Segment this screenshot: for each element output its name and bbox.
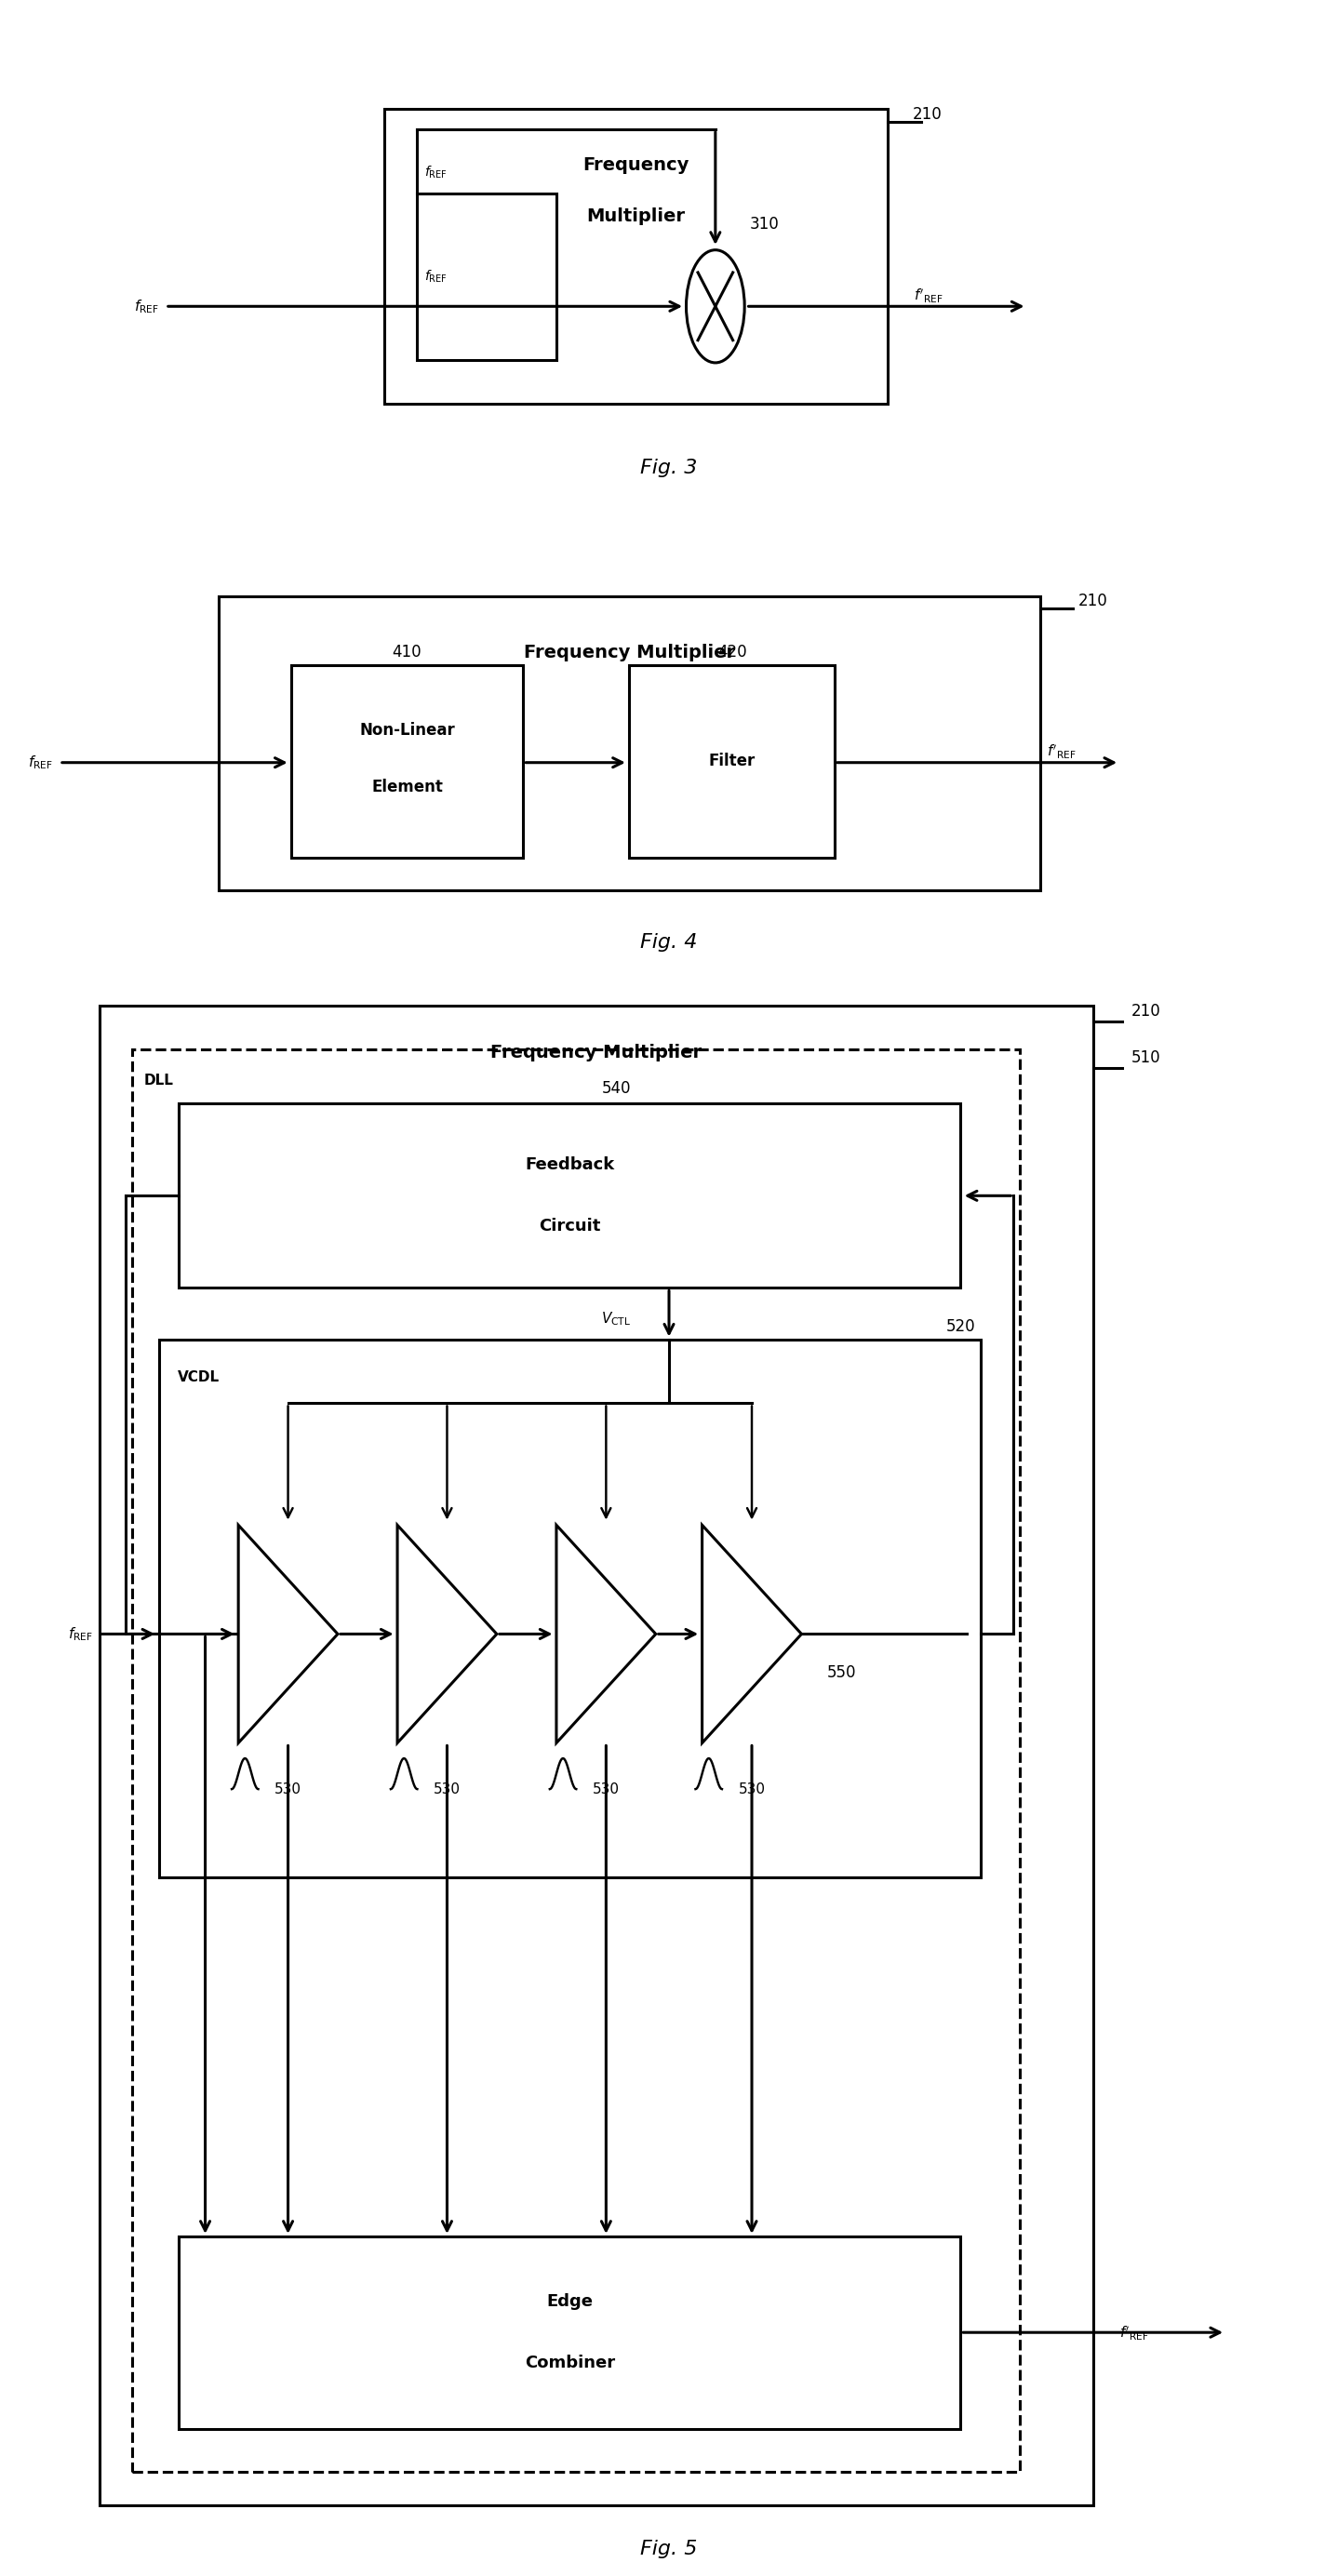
Text: VCDL: VCDL: [178, 1370, 219, 1386]
Text: $V_{\mathrm{CTL}}$: $V_{\mathrm{CTL}}$: [601, 1311, 632, 1327]
Bar: [384, 108, 887, 404]
Text: Filter: Filter: [709, 752, 756, 770]
Text: 310: 310: [749, 216, 779, 232]
Text: Feedback: Feedback: [524, 1157, 614, 1172]
Text: $f_{\mathrm{REF}}$: $f_{\mathrm{REF}}$: [134, 299, 159, 314]
Text: $f'_{\mathrm{REF}}$: $f'_{\mathrm{REF}}$: [914, 286, 943, 304]
Text: 530: 530: [434, 1783, 460, 1795]
Text: Fig. 3: Fig. 3: [641, 459, 697, 477]
Bar: [159, 1340, 981, 1878]
Text: 210: 210: [1131, 1002, 1161, 1020]
Text: 530: 530: [739, 1783, 765, 1795]
Bar: [179, 2236, 961, 2429]
Text: Multiplier: Multiplier: [586, 209, 685, 227]
Bar: [132, 1048, 1020, 2473]
Text: Element: Element: [372, 778, 443, 796]
Text: 520: 520: [946, 1319, 975, 1334]
Text: 420: 420: [719, 644, 748, 659]
Text: Frequency: Frequency: [582, 157, 689, 175]
Text: $f'_{\mathrm{REF}}$: $f'_{\mathrm{REF}}$: [1046, 744, 1076, 762]
Text: Circuit: Circuit: [539, 1218, 601, 1234]
Text: Combiner: Combiner: [524, 2354, 614, 2372]
Bar: [218, 595, 1040, 891]
Text: 530: 530: [593, 1783, 619, 1795]
Text: $f'_{\mathrm{REF}}$: $f'_{\mathrm{REF}}$: [1120, 2324, 1149, 2342]
Text: $f_{\mathrm{REF}}$: $f_{\mathrm{REF}}$: [28, 755, 52, 770]
Bar: [99, 1007, 1093, 2506]
Text: 540: 540: [601, 1079, 630, 1097]
Text: Edge: Edge: [546, 2293, 593, 2311]
Text: 510: 510: [1132, 1048, 1161, 1066]
Text: 210: 210: [1078, 592, 1108, 611]
Text: Fig. 5: Fig. 5: [641, 2540, 697, 2558]
Text: Non-Linear: Non-Linear: [360, 721, 455, 739]
Bar: [417, 193, 557, 361]
Circle shape: [686, 250, 744, 363]
Text: Fig. 4: Fig. 4: [641, 933, 697, 951]
Bar: [179, 1103, 961, 1288]
Text: 210: 210: [913, 106, 942, 124]
Text: Frequency Multiplier: Frequency Multiplier: [523, 644, 735, 662]
Text: $f_{\mathrm{REF}}$: $f_{\mathrm{REF}}$: [67, 1625, 92, 1643]
Bar: [292, 665, 523, 858]
Text: 530: 530: [274, 1783, 301, 1795]
Bar: [629, 665, 835, 858]
Text: DLL: DLL: [145, 1074, 174, 1087]
Text: Frequency Multiplier: Frequency Multiplier: [491, 1043, 702, 1061]
Text: $f_{\mathrm{REF}}$: $f_{\mathrm{REF}}$: [424, 165, 447, 180]
Text: $f_{\mathrm{REF}}$: $f_{\mathrm{REF}}$: [424, 268, 447, 286]
Text: 410: 410: [392, 644, 421, 659]
Text: 550: 550: [827, 1664, 856, 1680]
